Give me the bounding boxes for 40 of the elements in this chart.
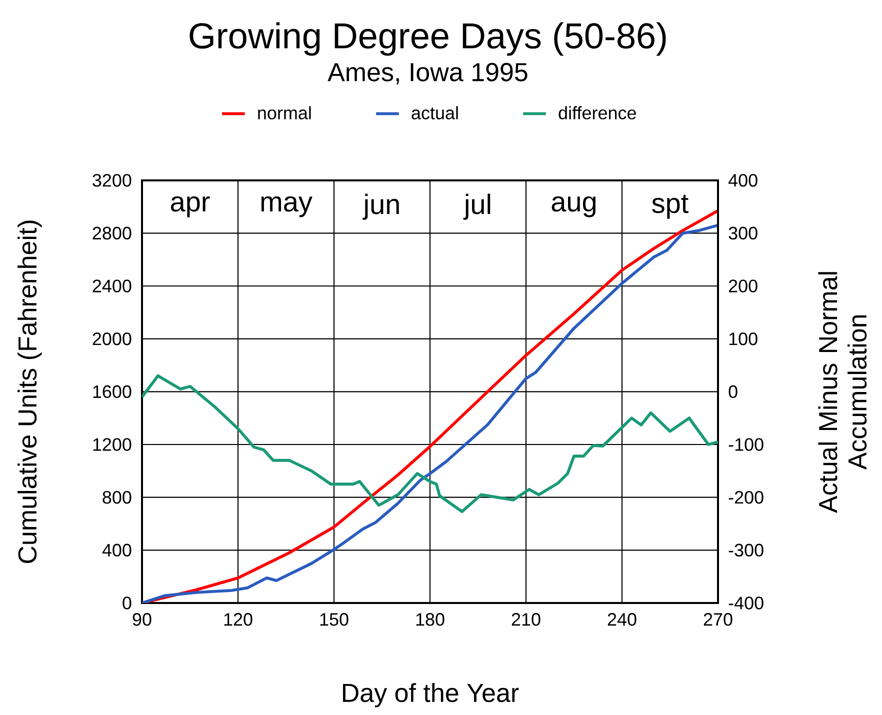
y2-tick-label: 0: [728, 385, 738, 398]
chart-subtitle: Ames, Iowa 1995: [328, 62, 528, 84]
y-tick-label: 1600: [93, 385, 132, 398]
y-tick-label: 400: [102, 544, 132, 557]
y2-axis-title: Actual Minus Normal Accumulation: [818, 272, 867, 513]
annotation: may: [261, 196, 312, 218]
legend-label: actual: [412, 106, 458, 120]
annotation: apr: [170, 196, 210, 218]
legend-label: normal: [258, 106, 311, 120]
y2-tick-label: 100: [729, 332, 758, 346]
x-tick-label: 90: [132, 613, 152, 626]
annotation: spt: [652, 194, 688, 219]
y2-tick-label: -300: [728, 544, 764, 557]
annotation: aug: [552, 196, 596, 218]
annotation: jun: [362, 194, 399, 220]
x-tick-label: 150: [320, 613, 348, 626]
x-tick-label: 180: [416, 613, 444, 626]
y-tick-label: 2800: [92, 226, 132, 240]
y2-tick-label: 300: [728, 226, 758, 240]
y-tick-label: 0: [122, 596, 132, 610]
y-tick-label: 2000: [92, 332, 132, 346]
y2-tick-label: -100: [728, 438, 764, 451]
y2-tick-label: 200: [728, 280, 758, 292]
y2-tick-label: 400: [728, 174, 758, 187]
legend-label: difference: [558, 106, 636, 120]
y2-tick-label: -400: [728, 596, 764, 610]
y-tick-label: 2400: [92, 280, 132, 292]
x-tick-label: 120: [224, 613, 252, 626]
x-tick-label: 240: [608, 613, 636, 626]
y2-tick-label: -200: [728, 490, 764, 504]
x-tick-label: 210: [512, 613, 540, 626]
annotation: jul: [463, 194, 490, 220]
line-series: [142, 374, 718, 514]
y-axis-title: Cumulative Units (Fahrenheit): [18, 220, 42, 564]
y-tick-label: 800: [102, 490, 132, 504]
chart-title: Growing Degree Days (50-86): [190, 22, 666, 56]
y-tick-label: 1200: [93, 438, 132, 451]
x-axis-title: Day of the Year: [343, 683, 519, 708]
y-tick-label: 3200: [92, 174, 132, 187]
x-tick-label: 270: [704, 613, 732, 626]
